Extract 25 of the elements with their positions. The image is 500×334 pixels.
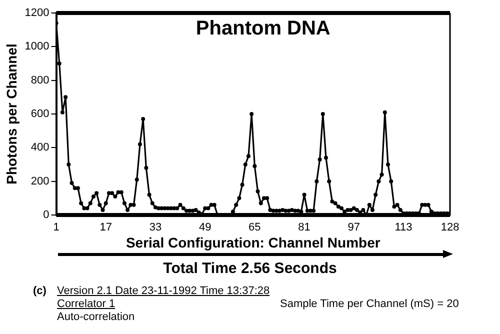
y-tick-label: 0	[43, 209, 50, 222]
text: Correlator 1	[57, 298, 116, 310]
x-tick-label: 81	[298, 222, 310, 234]
x-tick-label: 65	[248, 222, 261, 234]
y-tick-label: 1200	[24, 7, 50, 20]
x-tick-label: 97	[348, 222, 360, 234]
x-tick-label: 49	[198, 222, 212, 234]
text: Sample Time per Channel (mS) = 20	[280, 298, 459, 310]
y-tick-label: 600	[30, 108, 50, 120]
y-tick-label: 800	[30, 74, 50, 86]
chart-title: Phantom DNA	[196, 18, 330, 40]
text: Total Time 2.56 Seconds	[162, 260, 338, 277]
text: Version 2.1 Date 23-11-1992 Time 13:37:28	[57, 285, 270, 297]
x-tick-label: 17	[100, 222, 112, 234]
text: Auto-correlation	[57, 311, 135, 323]
x-tick-label: 113	[394, 222, 412, 234]
x-tick-label: 33	[149, 222, 162, 234]
y-tick-label: 400	[30, 142, 50, 154]
y-axis-title: Photons per Channel	[3, 44, 20, 184]
y-tick-label: 1000	[24, 40, 50, 53]
y-tick-label: 200	[30, 175, 50, 188]
x-axis-title: Serial Configuration: Channel Number	[126, 234, 381, 250]
x-tick-label: 1	[53, 222, 60, 234]
x-tick-label: 128	[440, 222, 460, 234]
text: (c)	[33, 285, 46, 297]
